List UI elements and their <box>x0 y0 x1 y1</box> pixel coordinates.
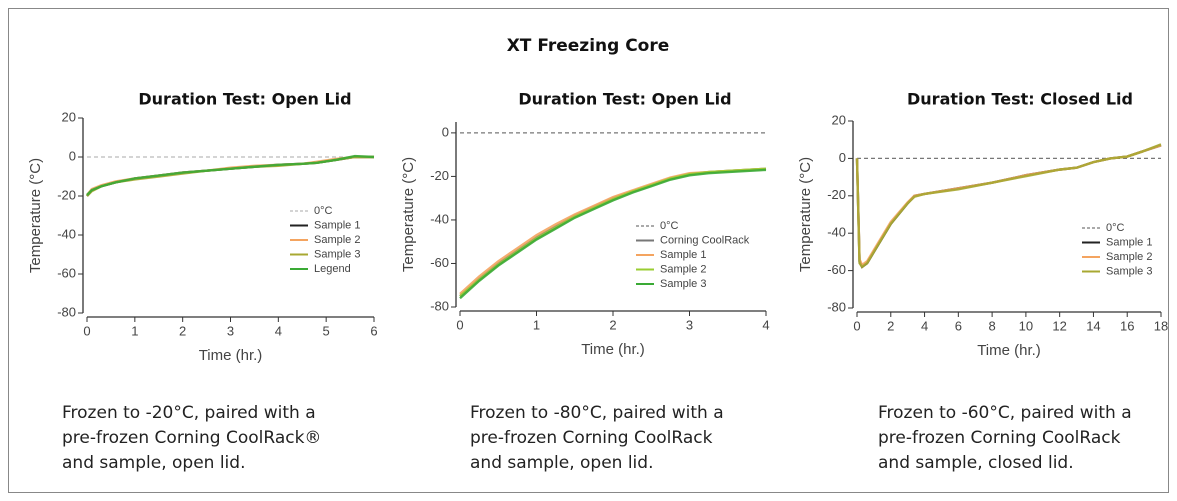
legend-label: Sample 1 <box>1106 236 1152 248</box>
x-tick-label: 0 <box>83 323 90 338</box>
x-tick-label: 6 <box>955 318 962 333</box>
y-tick-label: -60 <box>827 262 846 277</box>
x-axis-label: Time (hr.) <box>977 342 1041 359</box>
legend-label: Sample 2 <box>660 263 706 275</box>
x-tick-label: 18 <box>1154 318 1168 333</box>
x-axis-label: Time (hr.) <box>581 341 645 358</box>
x-tick-label: 12 <box>1052 318 1066 333</box>
caption-line: pre-frozen Corning CoolRack <box>878 428 1121 448</box>
x-tick-label: 2 <box>887 318 894 333</box>
legend-label: 0°C <box>1106 222 1125 234</box>
caption-line: Frozen to -60°C, paired with a <box>878 403 1132 423</box>
legend-label: 0°C <box>314 205 333 217</box>
caption-line: pre-frozen Corning CoolRack® <box>62 428 321 448</box>
x-tick-label: 2 <box>179 323 186 338</box>
legend-label: Sample 1 <box>660 249 706 261</box>
x-tick-label: 4 <box>921 318 928 333</box>
y-axis-label: Temperature (°C) <box>27 158 44 273</box>
x-axis-label: Time (hr.) <box>199 347 263 364</box>
y-tick-label: -60 <box>57 265 76 280</box>
y-tick-label: -60 <box>430 255 449 270</box>
x-tick-label: 0 <box>853 318 860 333</box>
x-tick-label: 10 <box>1019 318 1033 333</box>
legend-label: Sample 1 <box>314 219 360 231</box>
y-tick-label: -80 <box>57 304 76 319</box>
legend-label: Legend <box>314 263 351 275</box>
caption-line: and sample, open lid. <box>62 453 245 473</box>
x-tick-label: 0 <box>456 317 463 332</box>
caption-line: Frozen to -20°C, paired with a <box>62 403 316 423</box>
y-tick-label: 0 <box>839 150 846 165</box>
y-tick-label: 0 <box>69 148 76 163</box>
caption-line: Frozen to -80°C, paired with a <box>470 403 724 423</box>
y-tick-label: -20 <box>430 168 449 183</box>
caption-line: and sample, open lid. <box>470 453 653 473</box>
y-tick-label: -80 <box>827 299 846 314</box>
y-axis-label: Temperature (°C) <box>400 157 417 272</box>
x-tick-label: 16 <box>1120 318 1134 333</box>
series-line <box>459 167 767 298</box>
y-tick-label: -20 <box>57 187 76 202</box>
frame <box>8 8 1169 493</box>
series-line <box>86 154 375 196</box>
y-tick-label: 20 <box>62 109 76 124</box>
series-line <box>86 155 374 197</box>
legend-label: Sample 2 <box>1106 251 1152 263</box>
legend-label: Sample 2 <box>314 234 360 246</box>
x-tick-label: 5 <box>323 323 330 338</box>
x-tick-label: 1 <box>131 323 138 338</box>
x-tick-label: 6 <box>370 323 377 338</box>
x-tick-label: 4 <box>275 323 282 338</box>
x-tick-label: 3 <box>686 317 693 332</box>
series-line <box>86 155 374 197</box>
x-tick-label: 1 <box>533 317 540 332</box>
x-tick-label: 8 <box>988 318 995 333</box>
chart-title: Duration Test: Open Lid <box>138 90 351 109</box>
legend-label: Sample 3 <box>314 248 360 260</box>
caption-line: pre-frozen Corning CoolRack <box>470 428 713 448</box>
series-line <box>459 167 767 298</box>
y-tick-label: -40 <box>57 226 76 241</box>
y-tick-label: -20 <box>827 187 846 202</box>
series-line <box>459 167 767 295</box>
legend-label: Sample 3 <box>660 278 706 290</box>
caption-line: and sample, closed lid. <box>878 453 1074 473</box>
x-tick-label: 14 <box>1086 318 1100 333</box>
series-line <box>86 155 374 196</box>
chart-title: Duration Test: Closed Lid <box>907 90 1133 109</box>
x-tick-label: 2 <box>609 317 616 332</box>
series-line <box>855 143 1162 269</box>
x-tick-label: 3 <box>227 323 234 338</box>
chart-title: Duration Test: Open Lid <box>518 90 731 109</box>
legend-label: Sample 3 <box>1106 265 1152 277</box>
y-tick-label: -40 <box>827 225 846 240</box>
y-tick-label: 0 <box>442 124 449 139</box>
legend-label: 0°C <box>660 220 679 232</box>
y-tick-label: 20 <box>832 112 846 127</box>
y-tick-label: -40 <box>430 211 449 226</box>
x-tick-label: 4 <box>762 317 769 332</box>
series-line <box>459 168 767 300</box>
y-tick-label: -80 <box>430 298 449 313</box>
y-axis-label: Temperature (°C) <box>797 157 814 272</box>
series-line <box>855 144 1162 269</box>
figure-title: XT Freezing Core <box>507 36 670 56</box>
legend-label: Corning CoolRack <box>660 234 750 246</box>
